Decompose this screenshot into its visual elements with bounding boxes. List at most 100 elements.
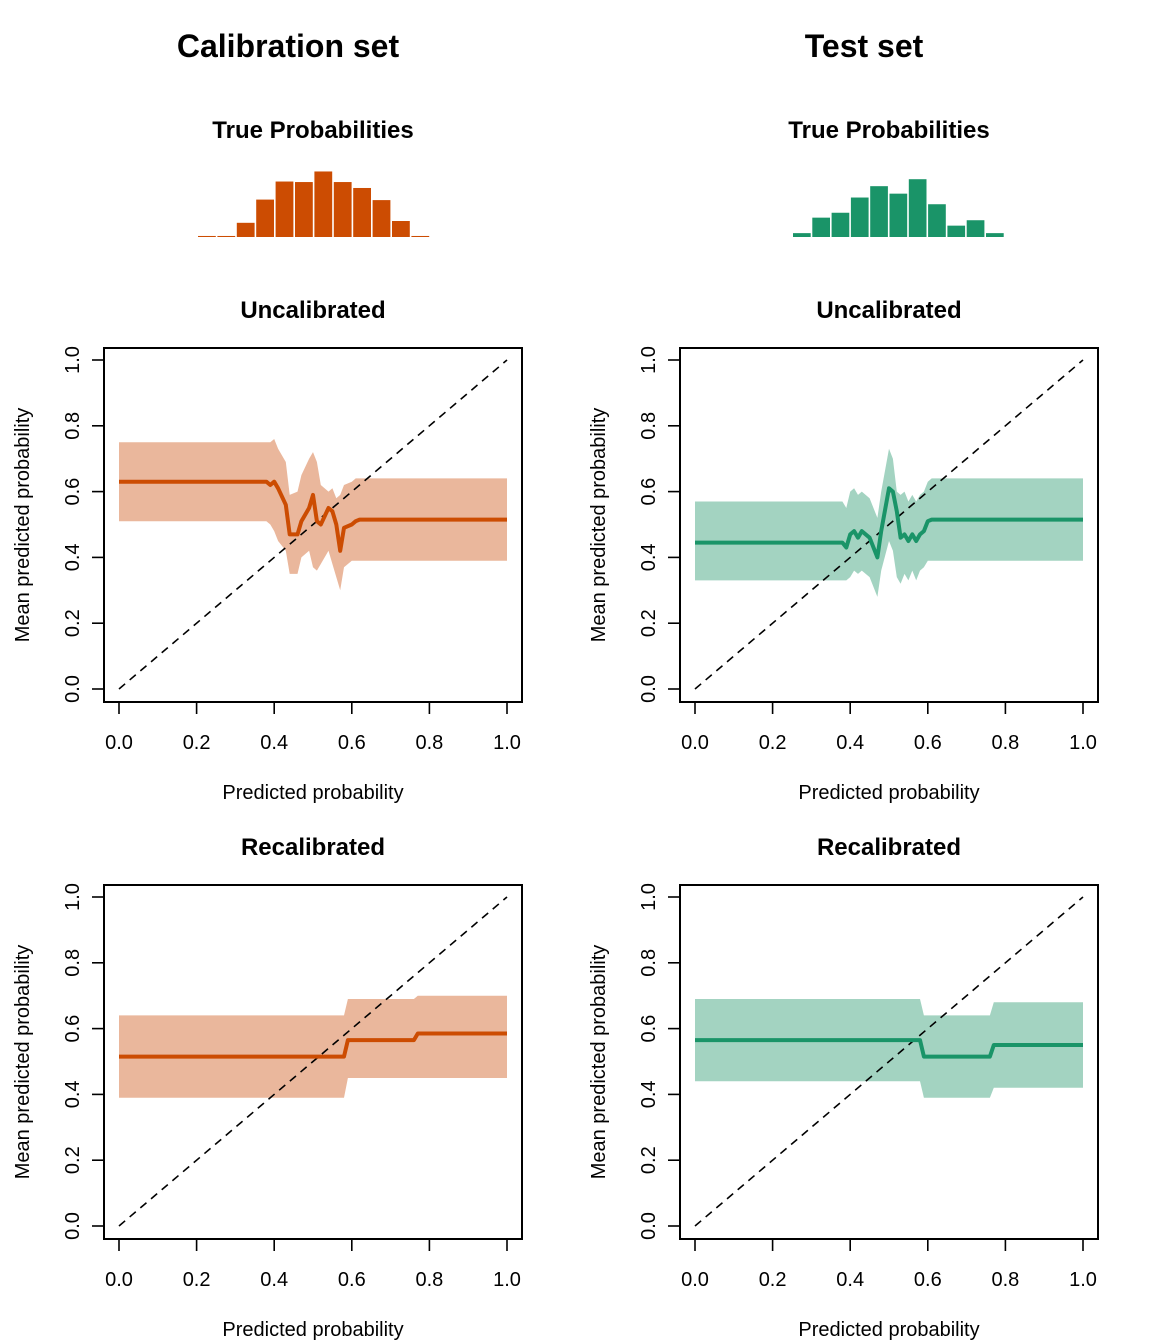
y-tick-label: 0.4: [638, 1080, 660, 1108]
calibration-panel: Uncalibrated 0.0 0.2 0.4 0.6 0.8 1.0 Predicted …: [12, 297, 523, 804]
histogram-bar: [392, 221, 410, 237]
y-axis-label: Mean predicted probability: [12, 945, 34, 1180]
y-tick-label: 1.0: [638, 346, 660, 374]
calibration-panel: Uncalibrated 0.0 0.2 0.4 0.6 0.8 1.0 Predicted …: [588, 297, 1099, 804]
panel-title: Uncalibrated: [240, 297, 385, 324]
reference-diagonal: [118, 359, 508, 690]
y-tick-label: 0.2: [638, 609, 660, 637]
histogram-bar: [295, 182, 313, 237]
y-tick-label: 0.0: [638, 1212, 660, 1240]
y-tick-label: 0.6: [638, 1015, 660, 1043]
x-tick-label: 0.2: [183, 1269, 211, 1291]
confidence-band: [119, 439, 507, 591]
calibration-line: [695, 486, 1083, 560]
y-tick-label: 1.0: [62, 346, 84, 374]
y-tick-label: 0.8: [62, 949, 84, 977]
histogram-bar: [850, 197, 869, 237]
x-tick-label: 0.6: [338, 732, 366, 754]
histogram-bar: [986, 233, 1004, 237]
reference-diagonal: [694, 896, 1084, 1227]
y-tick-label: 0.0: [62, 1212, 84, 1240]
panel-title: Uncalibrated: [816, 297, 961, 324]
reference-diagonal: [118, 896, 508, 1227]
histogram-bar: [217, 235, 236, 237]
x-tick-label: 0.8: [991, 1269, 1019, 1291]
calibration-line: [119, 479, 507, 553]
x-axis-label: Predicted probability: [798, 1319, 979, 1341]
y-tick-label: 0.6: [62, 478, 84, 506]
histogram-bar: [275, 181, 294, 237]
y-tick-label: 1.0: [638, 883, 660, 911]
histogram-panel: True Probabilities: [198, 117, 430, 237]
y-tick-label: 1.0: [62, 883, 84, 911]
calibration-line: [119, 1031, 507, 1059]
x-axis-label: Predicted probability: [222, 782, 403, 804]
y-tick-label: 0.4: [62, 1080, 84, 1108]
y-tick-label: 0.4: [62, 543, 84, 571]
histogram-bar: [889, 193, 908, 237]
histogram-bar: [793, 233, 811, 237]
x-tick-label: 0.8: [415, 732, 443, 754]
y-axis-label: Mean predicted probability: [588, 408, 610, 643]
histogram-bar: [908, 179, 927, 237]
histogram-bar: [411, 235, 430, 237]
x-tick-label: 0.4: [836, 732, 864, 754]
x-tick-label: 0.4: [836, 1269, 864, 1291]
x-tick-label: 1.0: [1069, 1269, 1097, 1291]
panel-title: Recalibrated: [241, 834, 385, 861]
y-axis-label: Mean predicted probability: [12, 408, 34, 643]
y-tick-label: 0.6: [62, 1015, 84, 1043]
x-tick-label: 1.0: [1069, 732, 1097, 754]
x-tick-label: 0.6: [914, 1269, 942, 1291]
x-tick-label: 0.0: [105, 732, 133, 754]
x-tick-label: 0.0: [681, 1269, 709, 1291]
calibration-line: [695, 1038, 1083, 1059]
y-tick-label: 0.0: [62, 675, 84, 703]
histogram-bar: [831, 212, 850, 237]
histogram-bar: [236, 222, 255, 237]
y-tick-label: 0.2: [638, 1146, 660, 1174]
histogram-bar: [870, 186, 888, 237]
y-tick-label: 0.0: [638, 675, 660, 703]
histogram-bar: [198, 235, 216, 237]
column-title: Test set: [805, 28, 924, 64]
y-tick-label: 0.6: [638, 478, 660, 506]
histogram-bar: [353, 187, 371, 237]
histogram-bar: [812, 217, 830, 237]
histogram-bar: [928, 204, 946, 237]
x-axis-label: Predicted probability: [222, 1319, 403, 1341]
confidence-band: [695, 999, 1083, 1098]
calibration-panel: Recalibrated 0.0 0.2 0.4 0.6 0.8 1.0 Predicted …: [12, 834, 523, 1341]
x-tick-label: 0.8: [991, 732, 1019, 754]
y-tick-label: 0.2: [62, 1146, 84, 1174]
panel-title: True Probabilities: [788, 117, 989, 144]
column-title: Calibration set: [177, 28, 400, 64]
histogram-bar: [966, 220, 985, 237]
x-tick-label: 0.4: [260, 732, 288, 754]
calibration-panel: Recalibrated 0.0 0.2 0.4 0.6 0.8 1.0 Predicted …: [588, 834, 1099, 1341]
x-tick-label: 0.0: [681, 732, 709, 754]
y-tick-label: 0.8: [62, 412, 84, 440]
x-tick-label: 0.2: [183, 732, 211, 754]
y-tick-label: 0.8: [638, 412, 660, 440]
y-tick-label: 0.8: [638, 949, 660, 977]
x-tick-label: 1.0: [493, 1269, 521, 1291]
histogram-panel: True Probabilities: [788, 117, 1004, 237]
histogram-bar: [333, 182, 352, 237]
x-tick-label: 0.2: [759, 1269, 787, 1291]
histogram-bar: [256, 199, 274, 237]
x-tick-label: 0.6: [914, 732, 942, 754]
histogram-bar: [314, 171, 333, 237]
x-tick-label: 0.2: [759, 732, 787, 754]
confidence-band: [695, 448, 1083, 597]
x-tick-label: 0.4: [260, 1269, 288, 1291]
histogram-bar: [372, 200, 391, 237]
y-axis-label: Mean predicted probability: [588, 945, 610, 1180]
x-axis-label: Predicted probability: [798, 782, 979, 804]
y-tick-label: 0.2: [62, 609, 84, 637]
x-tick-label: 0.0: [105, 1269, 133, 1291]
confidence-band: [119, 995, 507, 1098]
panel-title: Recalibrated: [817, 834, 961, 861]
x-tick-label: 0.8: [415, 1269, 443, 1291]
